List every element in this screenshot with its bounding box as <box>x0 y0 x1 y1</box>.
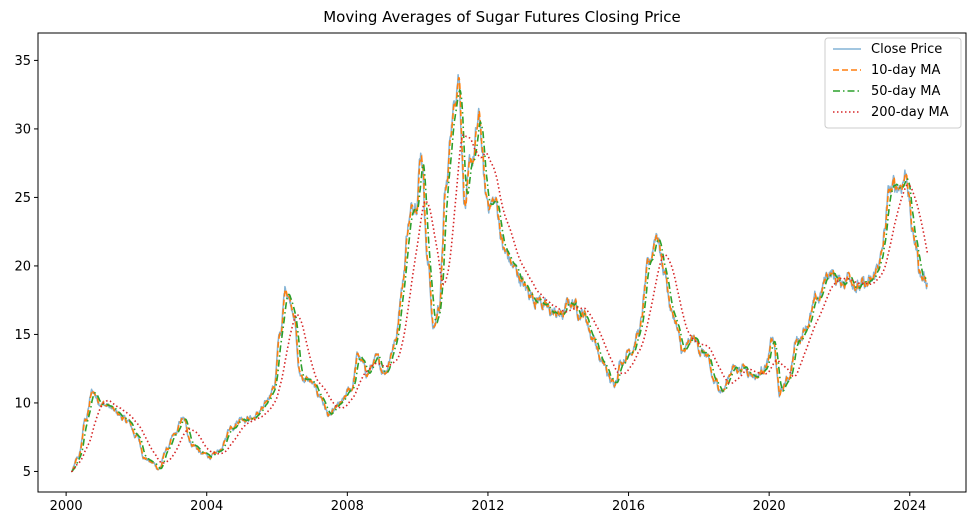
x-tick-label: 2024 <box>893 499 926 514</box>
y-tick-label: 5 <box>23 465 31 480</box>
legend-label-50-day-ma: 50-day MA <box>871 84 940 99</box>
y-axis: 5 10 15 20 25 30 35 <box>14 54 38 480</box>
x-tick-label: 2020 <box>753 499 786 514</box>
x-axis: 2000 2004 2008 2012 2016 2020 2024 <box>50 492 926 514</box>
legend-label-10-day-ma: 10-day MA <box>871 63 940 78</box>
plot-frame <box>37 32 967 493</box>
x-tick-label: 2008 <box>331 499 364 514</box>
series-line-50-day-ma <box>70 88 928 473</box>
y-tick-label: 15 <box>14 328 31 343</box>
y-tick-label: 10 <box>14 396 31 411</box>
x-tick-label: 2000 <box>50 499 83 514</box>
y-tick-label: 30 <box>14 122 31 137</box>
x-tick-label: 2004 <box>190 499 223 514</box>
legend-label-200-day-ma: 200-day MA <box>871 105 949 120</box>
x-tick-label: 2012 <box>471 499 504 514</box>
legend-box <box>824 37 962 129</box>
legend: Close Price 10-day MA 50-day MA 200-day … <box>824 37 962 129</box>
legend-label-close-price: Close Price <box>871 42 942 57</box>
x-tick-label: 2016 <box>612 499 645 514</box>
y-tick-label: 20 <box>14 259 31 274</box>
y-tick-label: 35 <box>14 54 31 69</box>
series-layer <box>70 74 929 473</box>
y-tick-label: 25 <box>14 191 31 206</box>
series-line-200-day-ma <box>70 133 929 473</box>
chart-title: Moving Averages of Sugar Futures Closing… <box>323 8 681 26</box>
